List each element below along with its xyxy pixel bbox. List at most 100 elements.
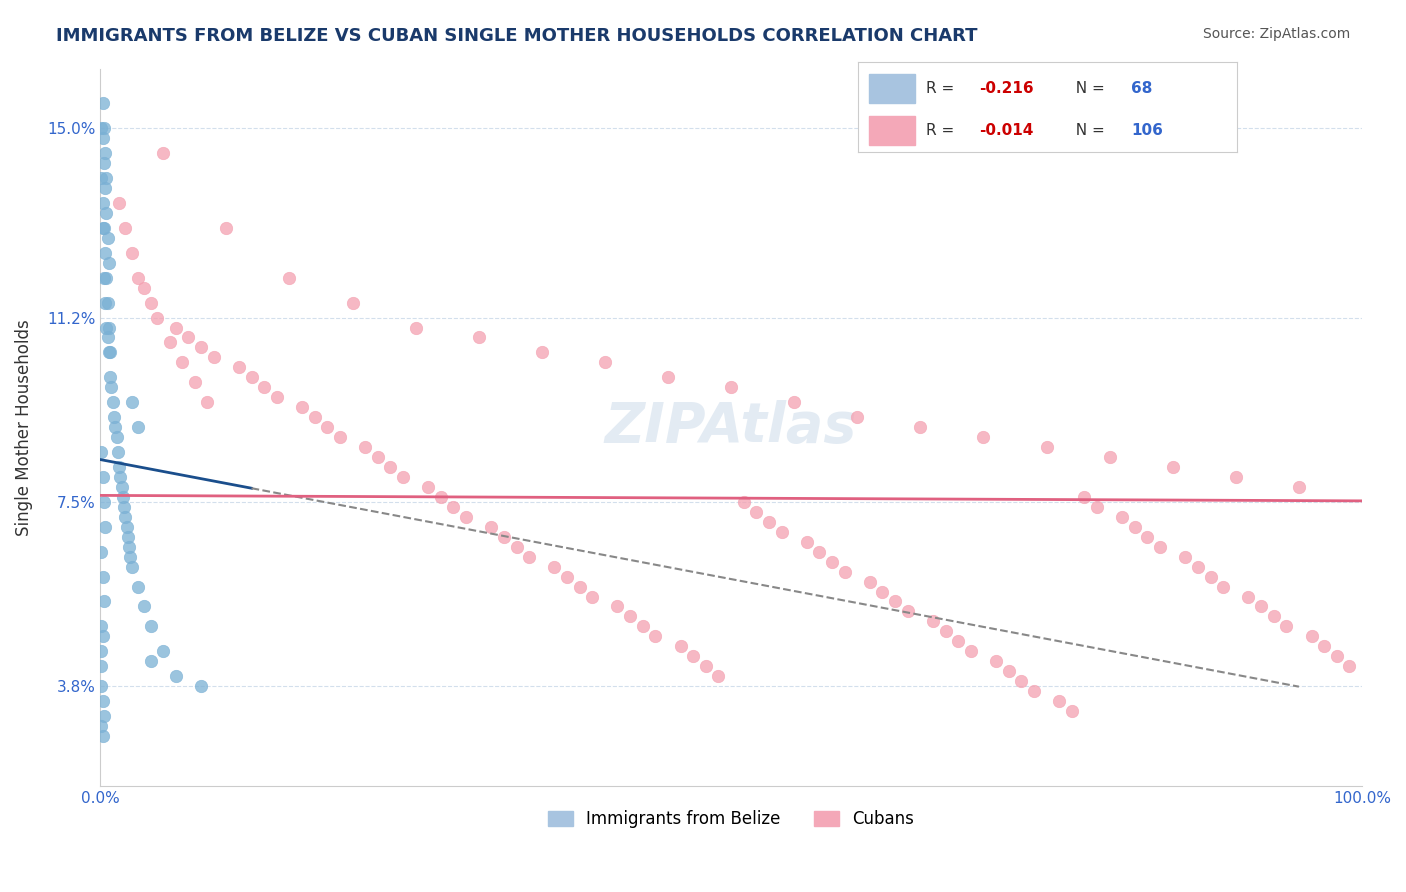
Point bbox=[91, 729, 114, 743]
Point bbox=[1060, 704, 1083, 718]
Text: Source: ZipAtlas.com: Source: ZipAtlas.com bbox=[1202, 27, 1350, 41]
Point bbox=[821, 555, 844, 569]
Point bbox=[127, 420, 149, 434]
Point bbox=[1263, 609, 1285, 624]
Point bbox=[190, 341, 212, 355]
Point bbox=[1073, 490, 1095, 504]
Point bbox=[94, 295, 117, 310]
Point bbox=[117, 530, 139, 544]
Point bbox=[91, 694, 114, 708]
Point bbox=[1098, 450, 1121, 464]
Point bbox=[93, 156, 115, 170]
Point bbox=[1123, 520, 1146, 534]
Point bbox=[467, 330, 489, 344]
Point bbox=[479, 520, 502, 534]
Point bbox=[530, 345, 553, 359]
Point bbox=[121, 395, 143, 409]
Point bbox=[1085, 500, 1108, 514]
Point bbox=[107, 445, 129, 459]
Point bbox=[367, 450, 389, 464]
Point bbox=[94, 245, 117, 260]
Point bbox=[669, 640, 692, 654]
Legend: Immigrants from Belize, Cubans: Immigrants from Belize, Cubans bbox=[541, 804, 921, 835]
Point bbox=[1161, 460, 1184, 475]
Point bbox=[93, 221, 115, 235]
Point bbox=[897, 604, 920, 618]
Point bbox=[103, 410, 125, 425]
Point bbox=[91, 221, 114, 235]
Point bbox=[184, 376, 207, 390]
Point bbox=[707, 669, 730, 683]
Point bbox=[120, 549, 142, 564]
Point bbox=[1339, 659, 1361, 673]
Point bbox=[90, 619, 112, 633]
Point bbox=[110, 470, 132, 484]
Point bbox=[91, 131, 114, 145]
Point bbox=[97, 320, 120, 334]
Text: N =: N = bbox=[1067, 81, 1111, 95]
Point bbox=[316, 420, 339, 434]
Point bbox=[619, 609, 641, 624]
Point bbox=[304, 410, 326, 425]
Point bbox=[91, 629, 114, 643]
Point bbox=[108, 460, 131, 475]
Point bbox=[644, 629, 666, 643]
Text: 68: 68 bbox=[1130, 81, 1153, 95]
Point bbox=[91, 196, 114, 211]
Point bbox=[935, 624, 957, 639]
Point bbox=[96, 206, 118, 220]
Point bbox=[1225, 470, 1247, 484]
Text: -0.216: -0.216 bbox=[979, 81, 1033, 95]
Point bbox=[90, 544, 112, 558]
Point bbox=[118, 540, 141, 554]
Point bbox=[90, 679, 112, 693]
Point bbox=[593, 355, 616, 369]
Text: R =: R = bbox=[927, 81, 959, 95]
Point bbox=[796, 534, 818, 549]
Point bbox=[1149, 540, 1171, 554]
Point bbox=[997, 664, 1019, 678]
Point bbox=[93, 121, 115, 136]
Point bbox=[104, 420, 127, 434]
Point bbox=[134, 281, 156, 295]
Point bbox=[770, 524, 793, 539]
Point bbox=[152, 146, 174, 161]
Point bbox=[846, 410, 869, 425]
Point bbox=[134, 599, 156, 614]
FancyBboxPatch shape bbox=[869, 116, 914, 145]
Point bbox=[1326, 649, 1348, 664]
Point bbox=[581, 590, 603, 604]
Point bbox=[111, 490, 134, 504]
Point bbox=[101, 395, 124, 409]
Point bbox=[682, 649, 704, 664]
Point bbox=[959, 644, 981, 658]
Point bbox=[492, 530, 515, 544]
Point bbox=[110, 480, 132, 494]
Point bbox=[418, 480, 440, 494]
Point bbox=[90, 445, 112, 459]
Point bbox=[93, 495, 115, 509]
Point bbox=[112, 500, 135, 514]
Point bbox=[115, 520, 138, 534]
Point bbox=[93, 270, 115, 285]
Point bbox=[165, 320, 187, 334]
Point bbox=[291, 401, 314, 415]
Point bbox=[1111, 509, 1133, 524]
Point bbox=[90, 121, 112, 136]
Point bbox=[1035, 440, 1057, 454]
Point bbox=[783, 395, 806, 409]
Point bbox=[342, 295, 364, 310]
Point bbox=[98, 370, 121, 384]
Point bbox=[657, 370, 679, 384]
Point bbox=[834, 565, 856, 579]
Point bbox=[98, 345, 121, 359]
Y-axis label: Single Mother Households: Single Mother Households bbox=[15, 318, 32, 535]
Point bbox=[1250, 599, 1272, 614]
Point bbox=[745, 505, 768, 519]
Point bbox=[910, 420, 932, 434]
Point bbox=[127, 270, 149, 285]
Point bbox=[97, 345, 120, 359]
Point bbox=[405, 320, 427, 334]
Point bbox=[91, 470, 114, 484]
Text: ZIPAtlas: ZIPAtlas bbox=[605, 401, 858, 454]
